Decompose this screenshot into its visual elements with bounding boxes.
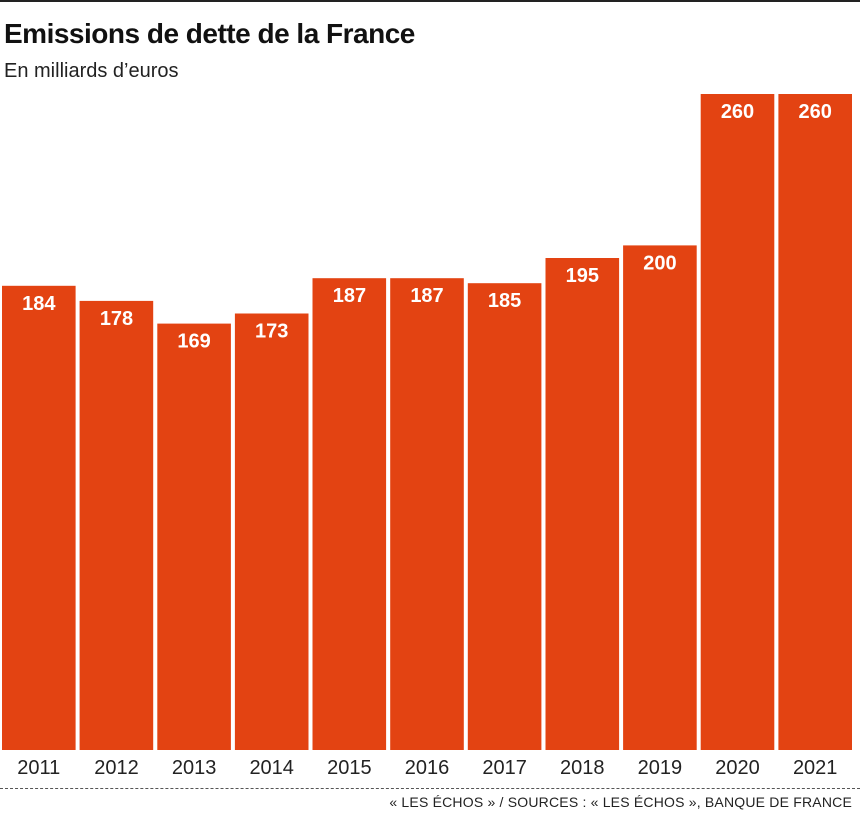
bar-2017 [467, 283, 542, 750]
bar-value-label-2014: 173 [255, 321, 288, 343]
chart-subtitle: En milliards d’euros [4, 60, 179, 82]
footer-rule [0, 788, 860, 789]
x-tick-label-2011: 2011 [17, 757, 60, 779]
bar-value-label-2017: 185 [488, 290, 521, 312]
bar-chart: 184 2011 178 2012 169 2013 173 2014 187 2015 187 20… [2, 94, 852, 779]
bar-value-label-2013: 169 [177, 331, 210, 353]
bar-value-label-2011: 184 [22, 293, 56, 315]
x-tick-label-2015: 2015 [327, 757, 372, 779]
x-tick-label-2013: 2013 [172, 757, 217, 779]
x-tick-label-2021: 2021 [793, 757, 838, 779]
bar-2015 [312, 278, 387, 750]
bar-2020 [700, 94, 775, 750]
bar-2013 [157, 323, 231, 750]
x-tick-label-2017: 2017 [482, 757, 527, 779]
bar-2012 [79, 300, 154, 750]
bar-2018 [545, 258, 620, 750]
x-tick-label-2019: 2019 [638, 757, 683, 779]
bar-value-label-2012: 178 [100, 308, 133, 330]
bar-value-label-2016: 187 [410, 285, 443, 307]
bar-2016 [390, 278, 464, 750]
top-rule [0, 0, 860, 2]
bar-2019 [623, 245, 697, 750]
x-tick-label-2020: 2020 [715, 757, 760, 779]
chart-title: Emissions de dette de la France [4, 18, 415, 49]
bar-value-label-2015: 187 [333, 285, 366, 307]
x-tick-label-2012: 2012 [94, 757, 139, 779]
x-tick-label-2018: 2018 [560, 757, 605, 779]
bar-value-label-2020: 260 [721, 101, 754, 123]
bar-value-label-2019: 200 [643, 252, 676, 274]
x-tick-label-2016: 2016 [405, 757, 450, 779]
bar-value-label-2021: 260 [799, 101, 832, 123]
bar-value-label-2018: 195 [566, 265, 599, 287]
source-note: « LES ÉCHOS » / SOURCES : « LES ÉCHOS »,… [389, 794, 852, 810]
bar-2021 [778, 94, 852, 750]
bar-2011 [2, 285, 76, 750]
bar-2014 [234, 313, 309, 750]
x-tick-label-2014: 2014 [249, 757, 294, 779]
